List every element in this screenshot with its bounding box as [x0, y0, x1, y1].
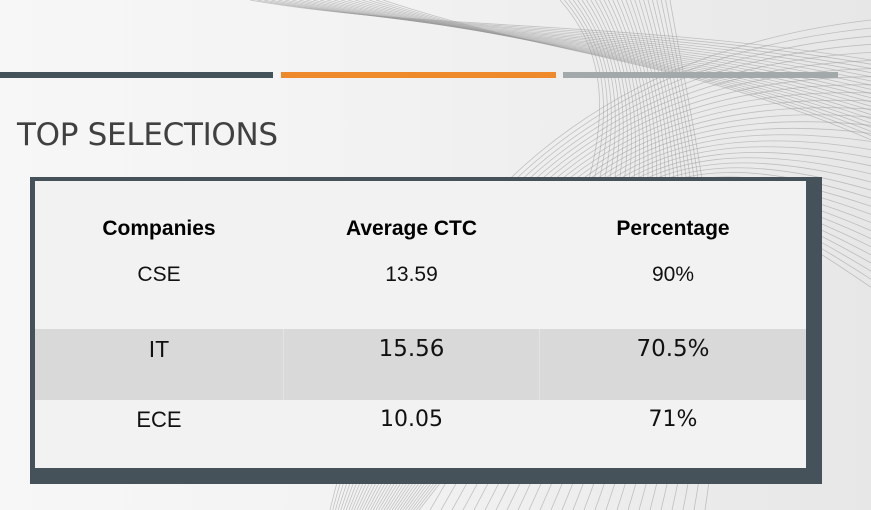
table-row: ECE 10.05 71%: [35, 400, 806, 468]
ctc-cell: 15.56: [283, 329, 540, 400]
selections-table: Companies Average CTC Percentage CSE 13.…: [35, 181, 806, 468]
accent-bar-gray: [563, 72, 838, 78]
company-cell: ECE: [136, 407, 182, 432]
table-row: CSE 13.59 90%: [35, 257, 806, 329]
company-cell: CSE: [137, 263, 181, 286]
ctc-cell: 10.05: [380, 407, 443, 432]
ctc-cell: 13.59: [385, 263, 438, 286]
percentage-cell: 90%: [651, 263, 695, 286]
percentage-cell: 71%: [648, 407, 698, 432]
header-percentage: Percentage: [616, 217, 730, 240]
company-cell: IT: [148, 336, 170, 362]
accent-bar-orange: [281, 72, 556, 78]
percentage-cell: 70.5%: [636, 336, 710, 362]
slide-title: TOP SELECTIONS: [17, 117, 278, 153]
table-frame: Companies Average CTC Percentage CSE 13.…: [30, 177, 822, 484]
table-row: IT 15.56 70.5%: [35, 329, 806, 400]
accent-bar-dark: [0, 72, 273, 78]
header-average-ctc: Average CTC: [345, 217, 478, 240]
table-header-row: Companies Average CTC Percentage: [35, 181, 806, 257]
header-companies: Companies: [102, 217, 216, 240]
